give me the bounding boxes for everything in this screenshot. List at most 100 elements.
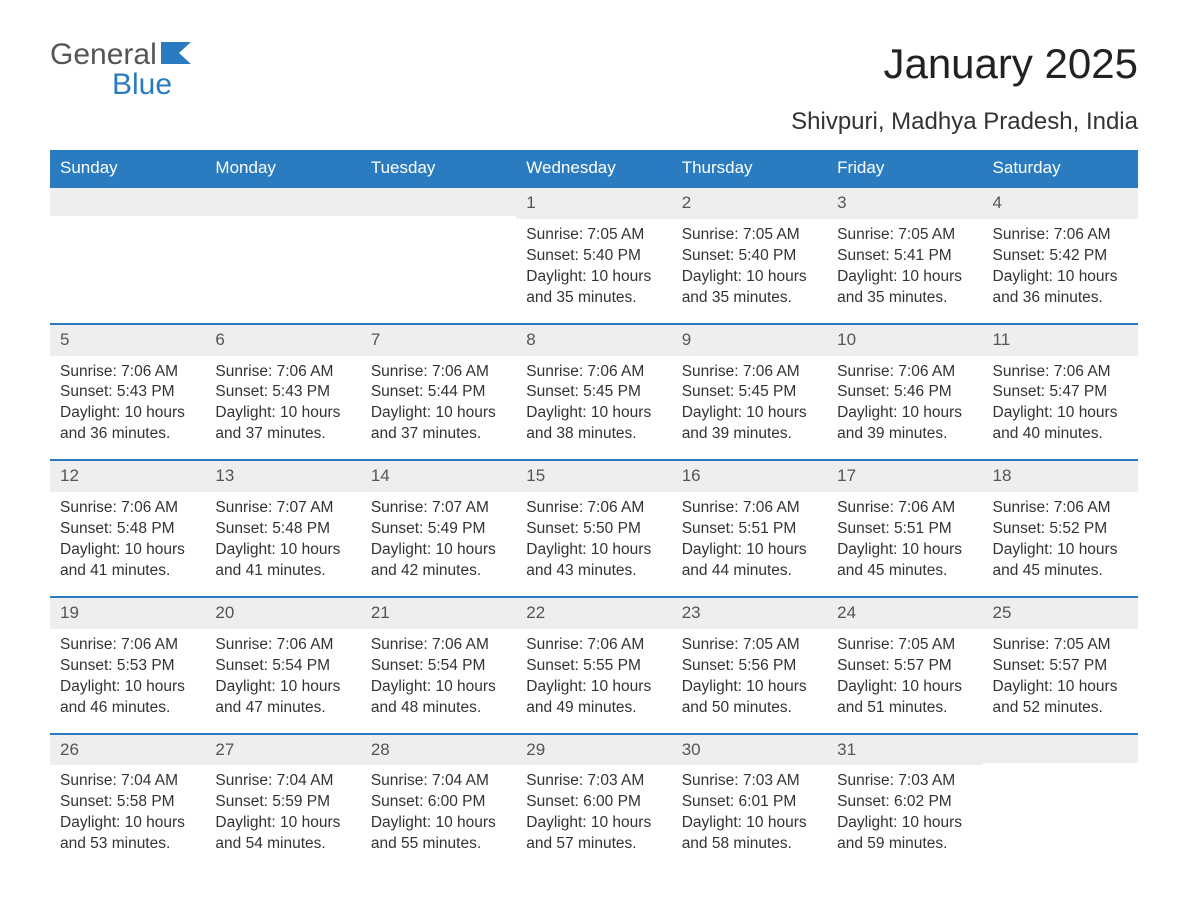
calendar-day-cell: 10Sunrise: 7:06 AMSunset: 5:46 PMDayligh… xyxy=(827,325,982,460)
flag-icon xyxy=(161,42,197,69)
sunset-text: Sunset: 6:02 PM xyxy=(837,792,972,813)
sunset-text: Sunset: 5:51 PM xyxy=(682,519,817,540)
sunrise-text: Sunrise: 7:06 AM xyxy=(993,362,1128,383)
day-number: 18 xyxy=(983,461,1138,492)
sunrise-text: Sunrise: 7:06 AM xyxy=(682,362,817,383)
logo: General Blue xyxy=(50,40,197,100)
sunrise-text: Sunrise: 7:05 AM xyxy=(837,635,972,656)
sunrise-text: Sunrise: 7:06 AM xyxy=(60,635,195,656)
calendar-day-cell xyxy=(361,188,516,323)
daylight-text: Daylight: 10 hours and 37 minutes. xyxy=(371,403,506,445)
calendar-day-cell: 26 Sunrise: 7:04 AMSunset: 5:58 PMDayligh… xyxy=(50,735,205,870)
day-number: 13 xyxy=(205,461,360,492)
daylight-text: Daylight: 10 hours and 46 minutes. xyxy=(60,677,195,719)
calendar-day-cell: 31Sunrise: 7:03 AMSunset: 6:02 PMDayligh… xyxy=(827,735,982,870)
day-number: 26 xyxy=(50,735,205,766)
sunset-text: Sunset: 5:57 PM xyxy=(993,656,1128,677)
day-number xyxy=(983,735,1138,763)
day-number: 8 xyxy=(516,325,671,356)
daylight-text: Daylight: 10 hours and 54 minutes. xyxy=(215,813,350,855)
daylight-text: Daylight: 10 hours and 42 minutes. xyxy=(371,540,506,582)
sunrise-text: Sunrise: 7:06 AM xyxy=(371,635,506,656)
calendar-week-row: 19Sunrise: 7:06 AMSunset: 5:53 PMDayligh… xyxy=(50,596,1138,733)
sunrise-text: Sunrise: 7:05 AM xyxy=(837,225,972,246)
sunset-text: Sunset: 5:40 PM xyxy=(682,246,817,267)
logo-text-general: General xyxy=(50,40,157,70)
sunrise-text: Sunrise: 7:04 AM xyxy=(60,771,195,792)
day-number: 22 xyxy=(516,598,671,629)
calendar-day-cell: 16Sunrise: 7:06 AMSunset: 5:51 PMDayligh… xyxy=(672,461,827,596)
calendar-day-cell: 20Sunrise: 7:06 AMSunset: 5:54 PMDayligh… xyxy=(205,598,360,733)
page-title: January 2025 xyxy=(883,40,1138,88)
day-number: 27 xyxy=(205,735,360,766)
weekday-label: Sunday xyxy=(50,150,205,186)
calendar-day-cell: 4Sunrise: 7:06 AMSunset: 5:42 PMDaylight… xyxy=(983,188,1138,323)
calendar-day-cell: 21Sunrise: 7:06 AMSunset: 5:54 PMDayligh… xyxy=(361,598,516,733)
day-number: 11 xyxy=(983,325,1138,356)
calendar-day-cell xyxy=(983,735,1138,870)
calendar-day-cell: 30Sunrise: 7:03 AMSunset: 6:01 PMDayligh… xyxy=(672,735,827,870)
sunrise-text: Sunrise: 7:05 AM xyxy=(993,635,1128,656)
calendar-day-cell: 1Sunrise: 7:05 AMSunset: 5:40 PMDaylight… xyxy=(516,188,671,323)
weekday-header-row: Sunday Monday Tuesday Wednesday Thursday… xyxy=(50,150,1138,186)
day-number xyxy=(361,188,516,216)
daylight-text: Daylight: 10 hours and 39 minutes. xyxy=(837,403,972,445)
daylight-text: Daylight: 10 hours and 59 minutes. xyxy=(837,813,972,855)
calendar-day-cell: 15Sunrise: 7:06 AMSunset: 5:50 PMDayligh… xyxy=(516,461,671,596)
day-number: 14 xyxy=(361,461,516,492)
sunrise-text: Sunrise: 7:05 AM xyxy=(682,635,817,656)
sunrise-text: Sunrise: 7:04 AM xyxy=(215,771,350,792)
calendar-day-cell: 28Sunrise: 7:04 AMSunset: 6:00 PMDayligh… xyxy=(361,735,516,870)
daylight-text: Daylight: 10 hours and 44 minutes. xyxy=(682,540,817,582)
header: General Blue January 2025 xyxy=(50,40,1138,100)
sunrise-text: Sunrise: 7:06 AM xyxy=(526,635,661,656)
location-subtitle: Shivpuri, Madhya Pradesh, India xyxy=(50,108,1138,136)
calendar-day-cell: 8Sunrise: 7:06 AMSunset: 5:45 PMDaylight… xyxy=(516,325,671,460)
day-number: 10 xyxy=(827,325,982,356)
day-number xyxy=(50,188,205,216)
calendar-week-row: 26Sunrise: 7:04 AMSunset: 5:58 PMDayligh… xyxy=(50,733,1138,870)
sunset-text: Sunset: 5:45 PM xyxy=(682,382,817,403)
calendar-day-cell: 19Sunrise: 7:06 AMSunset: 5:53 PMDayligh… xyxy=(50,598,205,733)
day-number: 9 xyxy=(672,325,827,356)
calendar-day-cell: 17Sunrise: 7:06 AMSunset: 5:51 PMDayligh… xyxy=(827,461,982,596)
sunrise-text: Sunrise: 7:06 AM xyxy=(682,498,817,519)
daylight-text: Daylight: 10 hours and 43 minutes. xyxy=(526,540,661,582)
sunset-text: Sunset: 5:56 PM xyxy=(682,656,817,677)
sunrise-text: Sunrise: 7:03 AM xyxy=(837,771,972,792)
day-number: 12 xyxy=(50,461,205,492)
sunset-text: Sunset: 5:50 PM xyxy=(526,519,661,540)
daylight-text: Daylight: 10 hours and 35 minutes. xyxy=(526,267,661,309)
sunset-text: Sunset: 6:00 PM xyxy=(371,792,506,813)
daylight-text: Daylight: 10 hours and 45 minutes. xyxy=(837,540,972,582)
daylight-text: Daylight: 10 hours and 57 minutes. xyxy=(526,813,661,855)
day-number: 19 xyxy=(50,598,205,629)
day-number: 15 xyxy=(516,461,671,492)
sunset-text: Sunset: 5:46 PM xyxy=(837,382,972,403)
calendar-day-cell: 12Sunrise: 7:06 AMSunset: 5:48 PMDayligh… xyxy=(50,461,205,596)
sunrise-text: Sunrise: 7:06 AM xyxy=(837,498,972,519)
day-number: 7 xyxy=(361,325,516,356)
weekday-label: Thursday xyxy=(672,150,827,186)
calendar-day-cell: 23Sunrise: 7:05 AMSunset: 5:56 PMDayligh… xyxy=(672,598,827,733)
daylight-text: Daylight: 10 hours and 51 minutes. xyxy=(837,677,972,719)
calendar-day-cell: 5Sunrise: 7:06 AMSunset: 5:43 PMDaylight… xyxy=(50,325,205,460)
sunset-text: Sunset: 5:43 PM xyxy=(60,382,195,403)
calendar-day-cell: 24 Sunrise: 7:05 AMSunset: 5:57 PMDayligh… xyxy=(827,598,982,733)
sunrise-text: Sunrise: 7:06 AM xyxy=(215,635,350,656)
daylight-text: Daylight: 10 hours and 41 minutes. xyxy=(215,540,350,582)
day-number: 2 xyxy=(672,188,827,219)
day-number: 24 xyxy=(827,598,982,629)
calendar-day-cell: 27Sunrise: 7:04 AMSunset: 5:59 PMDayligh… xyxy=(205,735,360,870)
sunset-text: Sunset: 5:58 PM xyxy=(60,792,195,813)
sunset-text: Sunset: 6:01 PM xyxy=(682,792,817,813)
daylight-text: Daylight: 10 hours and 49 minutes. xyxy=(526,677,661,719)
sunset-text: Sunset: 6:00 PM xyxy=(526,792,661,813)
sunset-text: Sunset: 5:45 PM xyxy=(526,382,661,403)
sunset-text: Sunset: 5:57 PM xyxy=(837,656,972,677)
calendar-day-cell: 18Sunrise: 7:06 AMSunset: 5:52 PMDayligh… xyxy=(983,461,1138,596)
daylight-text: Daylight: 10 hours and 53 minutes. xyxy=(60,813,195,855)
sunrise-text: Sunrise: 7:05 AM xyxy=(526,225,661,246)
sunset-text: Sunset: 5:44 PM xyxy=(371,382,506,403)
calendar-day-cell: 2Sunrise: 7:05 AMSunset: 5:40 PMDaylight… xyxy=(672,188,827,323)
